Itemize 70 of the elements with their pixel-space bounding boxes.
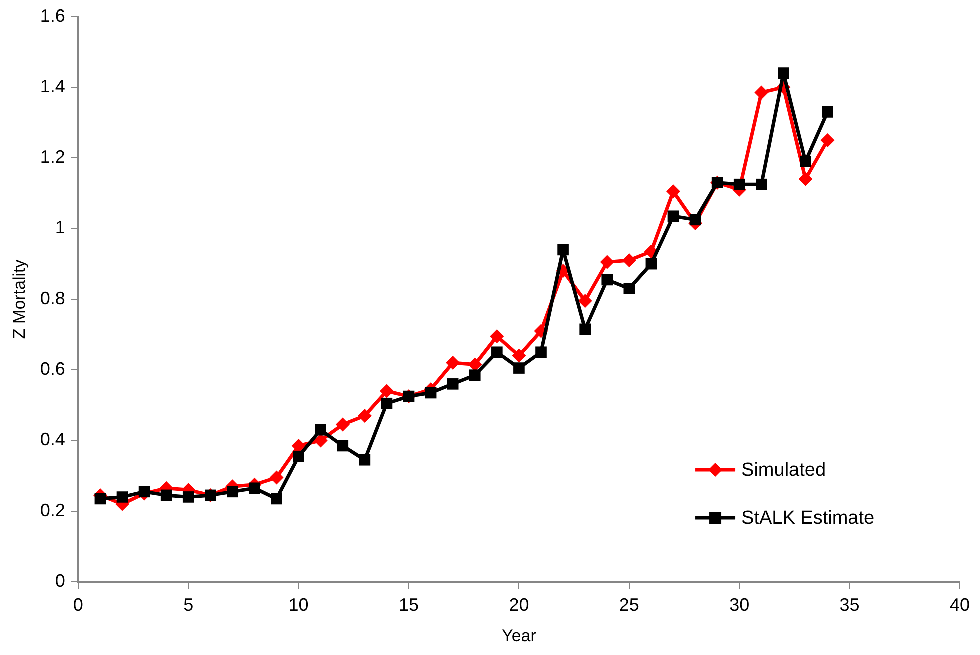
- point: [446, 356, 460, 370]
- y-tick-label: 0.6: [40, 359, 66, 380]
- y-tick-label: 0.8: [40, 288, 66, 308]
- point: [182, 492, 194, 503]
- x-tick-label: 5: [184, 594, 194, 615]
- y-tick-label: 1: [55, 218, 66, 238]
- point: [490, 329, 504, 344]
- point: [558, 244, 569, 256]
- point: [602, 274, 614, 286]
- point: [315, 424, 327, 436]
- legend-label: StALK Estimate: [742, 508, 875, 530]
- x-tick-label: 25: [619, 594, 640, 615]
- point: [138, 486, 150, 498]
- point: [778, 68, 790, 79]
- x-tick-label: 20: [509, 594, 530, 615]
- point: [822, 106, 834, 118]
- point: [380, 384, 394, 398]
- point: [756, 178, 768, 190]
- point: [314, 434, 328, 448]
- point: [293, 450, 304, 462]
- point: [820, 133, 835, 148]
- x-tick-label: 15: [399, 594, 420, 615]
- point: [600, 255, 614, 270]
- x-axis-title: Year: [502, 626, 537, 646]
- point: [536, 346, 547, 358]
- x-tick-label: 35: [840, 594, 860, 615]
- point: [94, 493, 106, 505]
- point: [271, 493, 282, 505]
- point: [690, 214, 702, 226]
- point: [754, 86, 769, 100]
- point: [624, 283, 636, 294]
- y-tick-label: 1.6: [40, 6, 66, 26]
- point: [270, 470, 284, 485]
- point: [292, 439, 306, 453]
- point: [336, 418, 350, 432]
- point: [160, 490, 172, 502]
- y-tick-label: 0.2: [40, 500, 66, 520]
- point: [798, 172, 813, 186]
- legend-label: Simulated: [742, 460, 826, 482]
- point: [668, 210, 680, 222]
- x-tick-label: 0: [73, 594, 84, 615]
- point: [116, 492, 128, 503]
- point: [381, 398, 393, 410]
- point: [622, 254, 636, 268]
- point: [447, 378, 459, 390]
- point: [666, 184, 680, 199]
- point: [512, 348, 526, 363]
- point: [249, 482, 260, 494]
- point: [800, 156, 812, 168]
- point: [469, 370, 481, 382]
- y-tick-label: 0.4: [40, 430, 66, 450]
- point: [514, 362, 525, 374]
- x-tick-label: 40: [950, 594, 970, 615]
- point: [468, 358, 482, 372]
- point: [358, 408, 372, 423]
- x-tick-label: 10: [288, 594, 309, 615]
- point: [492, 346, 503, 358]
- y-tick-label: 1.4: [40, 76, 66, 96]
- point: [578, 294, 592, 308]
- point: [646, 258, 658, 270]
- x-tick-label: 30: [730, 594, 750, 615]
- y-tick-label: 0: [55, 570, 66, 591]
- y-tick-label: 1.2: [40, 147, 66, 168]
- point: [425, 387, 437, 399]
- point: [337, 440, 349, 452]
- y-axis-title: Z Mortality: [10, 259, 29, 340]
- point: [227, 486, 238, 498]
- point: [580, 324, 591, 336]
- point: [734, 178, 746, 190]
- point: [359, 454, 371, 466]
